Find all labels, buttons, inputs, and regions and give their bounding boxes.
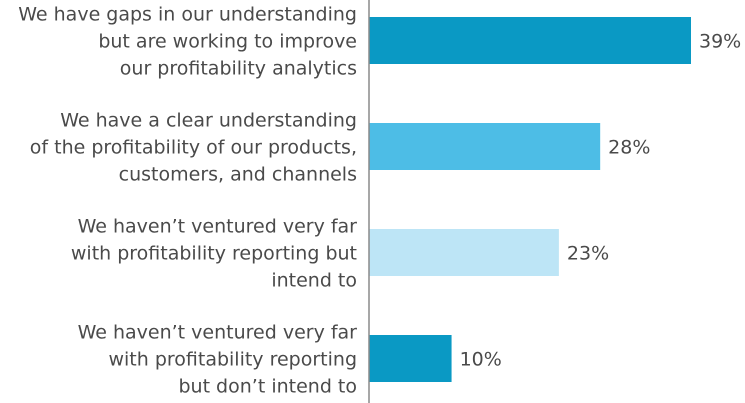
value-label-3: 23% (567, 243, 609, 265)
category-labels-layer: We have gaps in our understanding but are… (18, 4, 357, 398)
category-label-line: We haven’t ventured very far (78, 216, 358, 238)
value-label-4: 10% (460, 349, 502, 371)
category-label-line: We haven’t ventured very far (78, 322, 358, 344)
bars-layer (369, 17, 691, 382)
category-label-line: customers, and channels (119, 164, 357, 186)
category-label-line: but are working to improve (98, 31, 357, 53)
category-label-line: We have a clear understanding (60, 110, 357, 132)
bar-3 (369, 229, 559, 276)
category-label-1: We have gaps in our understanding but are… (18, 4, 357, 80)
value-labels-layer: 39% 28% 23% 10% (460, 31, 742, 371)
bar-2 (369, 123, 601, 170)
category-label-line: of the profitability of our products, (30, 137, 357, 159)
category-label-line: our profitability analytics (120, 58, 357, 80)
value-label-2: 28% (608, 137, 650, 159)
category-label-3: We haven’t ventured very far with profita… (71, 216, 357, 292)
category-label-4: We haven’t ventured very far with profita… (78, 322, 358, 398)
value-label-1: 39% (699, 31, 741, 53)
category-label-line: with profitability reporting (108, 349, 357, 371)
bar-1 (369, 17, 691, 64)
category-label-line: We have gaps in our understanding (18, 4, 357, 26)
bar-4 (369, 335, 452, 382)
category-label-line: intend to (271, 270, 357, 292)
category-label-line: with profitability reporting but (71, 243, 357, 265)
category-label-line: but don’t intend to (178, 376, 357, 398)
category-label-2: We have a clear understanding of the prof… (30, 110, 357, 186)
